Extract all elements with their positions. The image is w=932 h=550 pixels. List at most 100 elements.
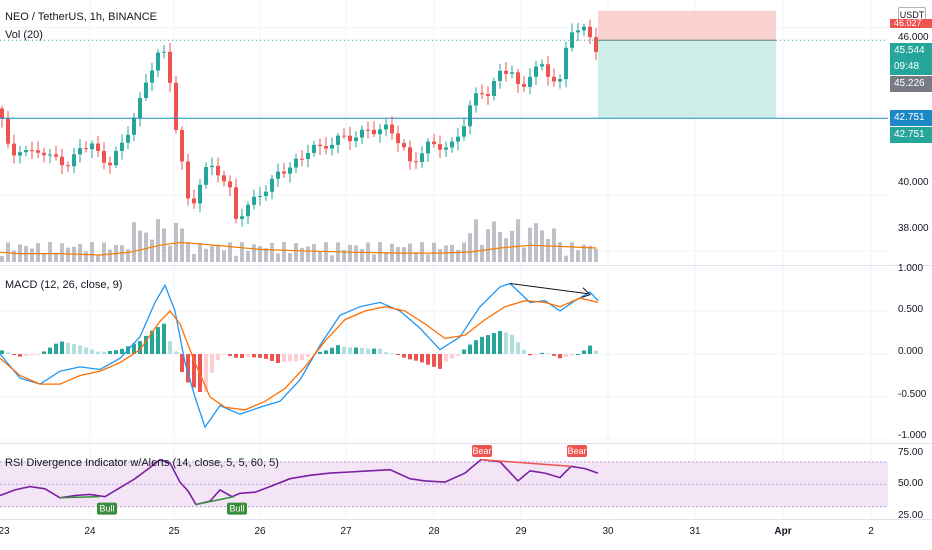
macd-histogram-bar (114, 350, 118, 354)
macd-histogram-bar (66, 342, 70, 354)
macd-histogram-bar (534, 354, 538, 355)
candle-body (342, 135, 346, 137)
candle-body (372, 129, 376, 135)
time-tick: 27 (340, 526, 352, 537)
volume-bar (36, 242, 40, 262)
volume-bar (432, 242, 436, 262)
candle-body (288, 167, 292, 174)
volume-bar (60, 243, 64, 262)
macd-histogram-bar (48, 347, 52, 354)
macd-tick: -1.000 (898, 430, 927, 441)
macd-tick: -0.500 (898, 389, 927, 400)
candle-body (312, 144, 316, 153)
volume-bar (102, 242, 106, 262)
candle-body (408, 147, 412, 162)
macd-legend[interactable]: MACD (12, 26, close, 9) (5, 279, 123, 291)
macd-histogram-bar (270, 354, 274, 361)
macd-histogram-bar (408, 354, 412, 360)
macd-histogram-bar (372, 348, 376, 354)
macd-tick: 0.500 (898, 304, 924, 315)
volume-bar (240, 242, 244, 262)
candle-body (12, 143, 16, 156)
symbol-title[interactable]: NEO / TetherUS, 1h, BINANCE (5, 11, 158, 23)
macd-histogram-bar (174, 351, 178, 354)
macd-histogram-bar (150, 330, 154, 354)
candle-body (30, 150, 34, 152)
candle-body (588, 26, 592, 38)
candle-body (36, 150, 40, 153)
volume-bar (204, 248, 208, 262)
macd-histogram-bar (324, 350, 328, 354)
time-tick: 28 (428, 526, 440, 537)
volume-ma-line (0, 241, 597, 256)
rsi-tick: 25.00 (898, 510, 924, 521)
candle-body (216, 165, 220, 176)
volume-bar (378, 242, 382, 262)
candle-body (480, 93, 484, 95)
candle-body (264, 191, 268, 196)
macd-histogram-bar (528, 354, 532, 356)
candle-body (432, 141, 436, 145)
price-tick: 38.000 (898, 223, 929, 234)
candle-body (24, 150, 28, 153)
pane-divider-main[interactable] (0, 265, 932, 266)
candle-body (366, 129, 370, 131)
bear-signal-label: Bear (472, 446, 491, 456)
volume-bar (516, 219, 520, 262)
volume-bar (294, 243, 298, 262)
macd-histogram-bar (348, 347, 352, 354)
candle-body (474, 93, 478, 106)
volume-bar (66, 247, 70, 262)
candle-body (294, 158, 298, 168)
macd-histogram-bar (294, 354, 298, 362)
candle-body (150, 70, 154, 83)
macd-histogram-bar (540, 352, 544, 354)
volume-bar (306, 246, 310, 262)
volume-legend[interactable]: Vol (20) (5, 29, 43, 41)
candle-body (204, 167, 208, 185)
candle-body (138, 97, 142, 118)
bear-signal-badge (472, 445, 492, 457)
macd-histogram-bar (564, 354, 568, 357)
volume-bar (342, 249, 346, 262)
macd-histogram-bar (450, 354, 454, 359)
candle-body (318, 144, 322, 147)
volume-bar (330, 255, 334, 262)
macd-histogram-bar (252, 354, 256, 358)
candle-body (0, 108, 4, 119)
candle-body (222, 175, 226, 182)
rsi-legend[interactable]: RSI Divergence Indicator w/Alerts (14, c… (5, 457, 279, 469)
macd-histogram-bar (234, 354, 238, 358)
volume-bar (132, 222, 136, 262)
time-tick-month: Apr (774, 526, 792, 537)
macd-histogram-bar (96, 351, 100, 354)
bear-signal-badge (567, 445, 587, 457)
volume-bar (420, 242, 424, 262)
candle-body (552, 76, 556, 82)
price-level-tag: 45.226 (890, 76, 932, 92)
volume-bar (108, 249, 112, 262)
macd-histogram-bar (204, 354, 208, 392)
candle-body (198, 184, 202, 204)
candle-body (534, 66, 538, 77)
volume-bar (456, 249, 460, 262)
macd-histogram-bar (300, 354, 304, 361)
candle-body (186, 161, 190, 199)
volume-bar (360, 249, 364, 262)
macd-histogram-bar (546, 353, 550, 355)
time-tick: 24 (84, 526, 96, 537)
macd-histogram-bar (0, 350, 4, 354)
candle-body (516, 72, 520, 84)
pane-divider-macd[interactable] (0, 443, 932, 444)
volume-bar (582, 244, 586, 262)
candle-body (96, 143, 100, 151)
volume-bar (84, 251, 88, 262)
candle-body (396, 133, 400, 144)
macd-histogram-bar (60, 341, 64, 354)
candle-body (168, 51, 172, 83)
volume-bar (48, 242, 52, 262)
macd-histogram-bar (426, 354, 430, 365)
short-position[interactable] (598, 10, 776, 119)
